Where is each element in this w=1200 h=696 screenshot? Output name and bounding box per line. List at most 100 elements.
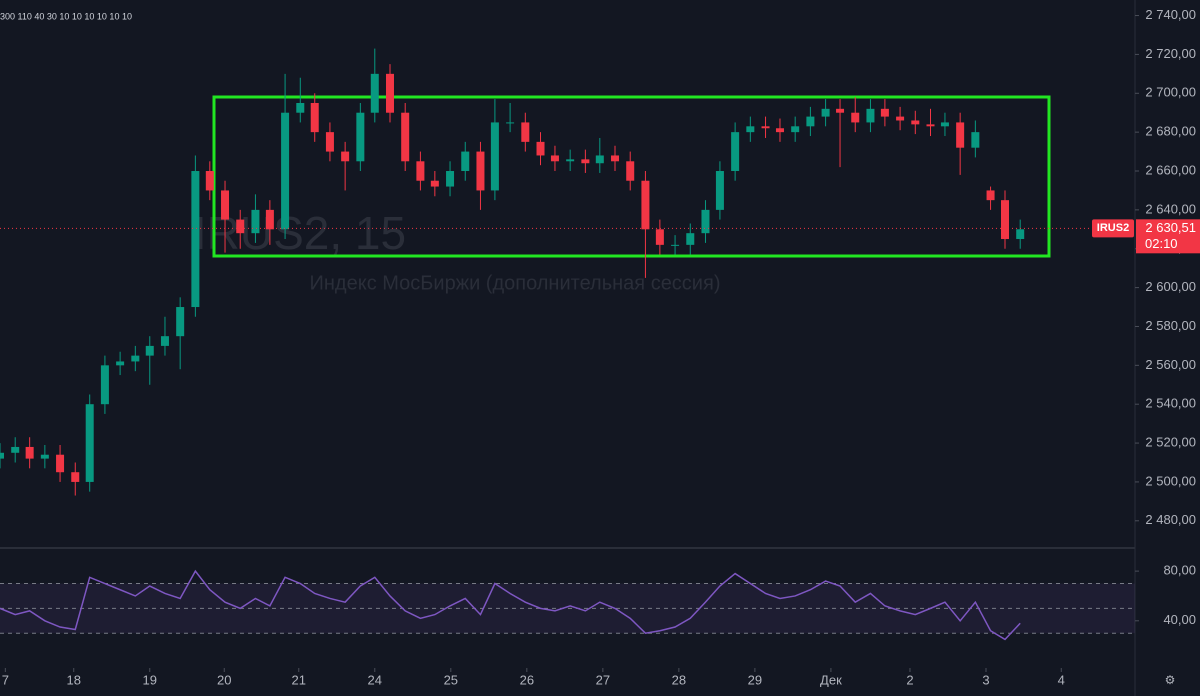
candle-body: [731, 132, 740, 172]
candle-body: [176, 307, 185, 337]
watermark-subtitle: Индекс МосБиржи (дополнительная сессия): [310, 272, 721, 294]
candle-body: [806, 116, 815, 127]
candle-body: [370, 73, 379, 113]
candle-body: [655, 229, 664, 245]
x-tick-label: 24: [368, 672, 382, 687]
x-tick-label: 25: [444, 672, 458, 687]
candle-body: [595, 155, 604, 164]
price-label-text: 2 630,51: [1145, 220, 1196, 235]
candle-body: [971, 132, 980, 148]
candle-body: [956, 122, 965, 148]
candle-body: [251, 209, 260, 234]
symbol-tag-text: IRUS2: [1097, 222, 1129, 234]
candle-body: [641, 180, 650, 230]
candle-body: [550, 155, 559, 162]
candle-body: [356, 112, 365, 162]
candle-body: [296, 102, 305, 113]
candle-body: [446, 171, 455, 187]
candle-body: [71, 472, 80, 482]
candle-body: [11, 446, 20, 453]
candle-body: [25, 446, 34, 459]
y-tick-label: 2 560,00: [1145, 357, 1196, 372]
y-tick-label: 2 720,00: [1145, 46, 1196, 61]
candle-body: [626, 161, 635, 181]
candle-body: [851, 112, 860, 123]
y-tick-label: 2 660,00: [1145, 162, 1196, 177]
y-tick-label: 2 700,00: [1145, 85, 1196, 100]
candle-body: [160, 336, 169, 346]
candle-body: [476, 151, 485, 191]
settings-icon[interactable]: ⚙: [1165, 673, 1176, 687]
candle-body: [265, 209, 274, 230]
candle-body: [116, 361, 125, 366]
x-tick-label: 2: [906, 672, 913, 687]
rsi-line: [0, 569, 1021, 641]
candle-body: [536, 141, 545, 156]
y-tick-label: 2 680,00: [1145, 124, 1196, 139]
x-tick-label: 3: [982, 672, 989, 687]
x-tick-label: 7: [2, 672, 9, 687]
candle-body: [940, 122, 949, 127]
x-tick-label: 20: [217, 672, 231, 687]
candle-body: [430, 180, 439, 187]
candle-body: [746, 126, 755, 133]
candle-body: [461, 151, 470, 172]
x-tick-label: 4: [1058, 672, 1065, 687]
y-tick-label: 2 480,00: [1145, 512, 1196, 527]
y-tick-label: 2 640,00: [1145, 201, 1196, 216]
x-tick-label: 18: [67, 672, 81, 687]
candle-body: [131, 355, 140, 362]
candle-body: [325, 132, 334, 152]
watermark-title: IRUS2, 15: [194, 207, 406, 259]
candle-body: [506, 122, 515, 124]
y-tick-label: 80,00: [1163, 563, 1196, 578]
x-tick-label: Дек: [820, 672, 842, 687]
candle-body: [1001, 200, 1010, 240]
candle-body: [866, 108, 875, 123]
candle-body: [0, 452, 4, 459]
candle-body: [205, 171, 214, 191]
candle-body: [145, 345, 154, 356]
candle-body: [686, 233, 695, 245]
candle-body: [281, 112, 290, 230]
x-tick-label: 28: [672, 672, 686, 687]
candle-body: [761, 126, 770, 129]
y-tick-label: 2 500,00: [1145, 473, 1196, 488]
candle-body: [880, 108, 889, 117]
candle-body: [986, 190, 995, 201]
candle-body: [191, 171, 200, 308]
toolbar-text: 300 110 40 30 10 10 10 10 10 10: [0, 11, 132, 21]
candle-body: [701, 209, 710, 234]
candle-body: [521, 122, 530, 142]
candle-body: [310, 102, 319, 133]
candle-body: [821, 108, 830, 117]
candle-body: [911, 120, 920, 125]
x-tick-label: 19: [143, 672, 157, 687]
x-tick-label: 27: [596, 672, 610, 687]
candle-body: [221, 190, 230, 220]
price-label: [1136, 219, 1200, 254]
y-tick-label: 40,00: [1163, 612, 1196, 627]
candle-body: [566, 159, 575, 162]
candle-body: [416, 161, 425, 181]
range-box: [212, 95, 1051, 258]
candle-body: [341, 151, 350, 162]
candle-body: [791, 126, 800, 133]
candle-body: [385, 73, 394, 113]
candle-body: [490, 122, 499, 191]
candle-body: [775, 128, 784, 133]
y-tick-label: 2 740,00: [1145, 7, 1196, 22]
x-tick-label: 21: [292, 672, 306, 687]
symbol-tag: [1092, 219, 1134, 238]
candle-body: [611, 155, 620, 162]
candle-body: [581, 159, 590, 164]
x-tick-label: 29: [748, 672, 762, 687]
candle-body: [100, 365, 109, 405]
candle-body: [926, 124, 935, 127]
y-tick-label: 2 520,00: [1145, 435, 1196, 450]
candle-body: [401, 112, 410, 162]
y-tick-label: 2 600,00: [1145, 279, 1196, 294]
y-tick-label: 2 540,00: [1145, 396, 1196, 411]
